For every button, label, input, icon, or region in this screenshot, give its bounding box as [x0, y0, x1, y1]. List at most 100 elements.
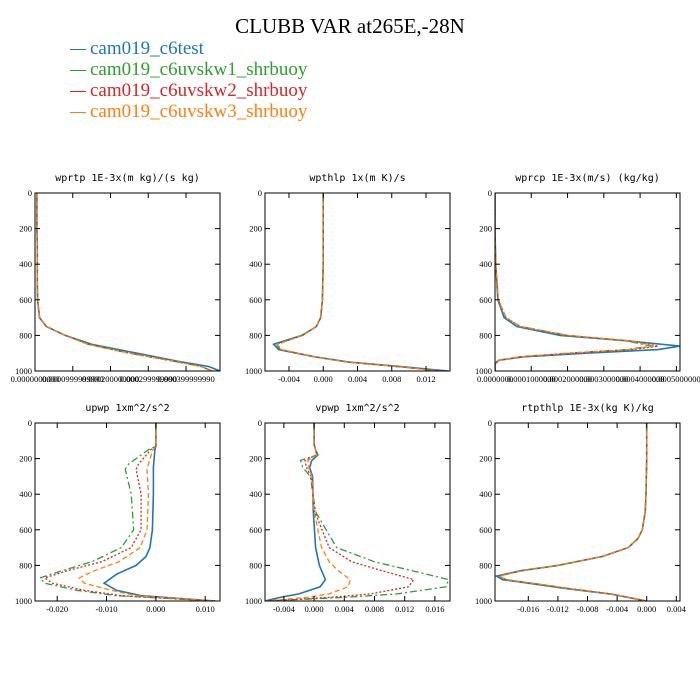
legend-swatch: [70, 49, 86, 51]
series-line-1: [495, 193, 680, 371]
y-tick-label: 0: [488, 418, 492, 428]
x-tick-label: 0.004: [348, 374, 368, 384]
x-tick-label: 0.004: [335, 604, 355, 614]
plot-frame: [34, 192, 221, 372]
x-tick-label: -0.012: [547, 604, 569, 614]
x-tick-label: 0.0000999999990: [42, 374, 104, 384]
y-tick-label: 200: [249, 224, 262, 234]
y-tick-label: 1000: [15, 366, 32, 376]
y-tick-label: 200: [479, 224, 492, 234]
series-line-3: [36, 193, 213, 371]
x-tick-label: -0.004: [278, 374, 301, 384]
y-tick-label: 800: [479, 330, 492, 340]
y-tick-label: 600: [249, 525, 262, 535]
x-tick-label: 0.000: [146, 604, 165, 614]
legend: cam019_c6test cam019_c6uvskw1_shrbuoy ca…: [70, 38, 307, 122]
y-tick-label: 0: [258, 188, 262, 198]
legend-swatch: [70, 91, 86, 93]
y-tick-label: 1000: [15, 596, 32, 606]
panel-title: upwp 1xm^2/s^2: [85, 403, 169, 414]
y-tick-label: 200: [249, 454, 262, 464]
series-line-4: [275, 193, 442, 371]
series-line-1: [272, 193, 449, 371]
y-tick-label: 400: [479, 489, 492, 499]
x-tick-label: 0.0005000000: [652, 374, 700, 384]
series-line-3: [496, 423, 648, 601]
y-tick-label: 200: [19, 224, 32, 234]
legend-label: cam019_c6uvskw1_shrbuoy: [90, 59, 308, 80]
y-tick-label: 600: [19, 295, 32, 305]
y-tick-label: 0: [28, 418, 32, 428]
panel-title: vpwp 1xm^2/s^2: [315, 403, 399, 414]
x-tick-label: 0.010: [196, 604, 215, 614]
legend-entry-uvskw1: cam019_c6uvskw1_shrbuoy: [70, 59, 307, 80]
y-tick-label: 400: [19, 259, 32, 269]
y-tick-label: 400: [249, 259, 262, 269]
series-line-3: [495, 193, 659, 371]
plot-frame: [264, 192, 451, 372]
x-tick-label: 0.0002000000: [543, 374, 592, 384]
series-line-1: [495, 423, 648, 601]
y-tick-label: 600: [479, 525, 492, 535]
y-tick-label: 600: [19, 525, 32, 535]
x-tick-label: 0.016: [425, 604, 444, 614]
series-line-3: [275, 193, 442, 371]
series-line-2: [496, 423, 648, 601]
y-tick-label: 0: [488, 188, 492, 198]
y-tick-label: 0: [28, 188, 32, 198]
x-tick-label: 0.008: [382, 374, 401, 384]
panel-2: wpthlp 1x(m K)/s 0 200 400 600 800 1000 -0.004 0…: [245, 173, 451, 384]
series-line-2: [38, 423, 216, 601]
x-tick-label: 0.012: [395, 604, 414, 614]
plot-frame: [494, 192, 681, 372]
legend-swatch: [70, 70, 86, 72]
x-tick-label: 0.004: [667, 604, 687, 614]
x-tick-label: -0.004: [273, 604, 296, 614]
x-tick-label: 0.012: [416, 374, 435, 384]
y-tick-label: 800: [479, 560, 492, 570]
series-line-4: [495, 193, 655, 371]
y-tick-label: 1000: [475, 596, 492, 606]
y-tick-label: 600: [479, 295, 492, 305]
x-tick-label: 0.000399999990: [157, 374, 214, 384]
figure-title: CLUBB VAR at265E,-28N: [235, 14, 465, 38]
y-tick-label: 1000: [245, 366, 262, 376]
x-tick-label: 0.000299999990: [120, 374, 177, 384]
panel-1: wprtp 1E-3x(m kg)/(s kg) 0 200 400 600 800 100…: [11, 173, 221, 384]
y-tick-label: 400: [249, 489, 262, 499]
legend-swatch: [70, 112, 86, 114]
series-line-4: [78, 423, 216, 601]
y-tick-label: 800: [19, 330, 32, 340]
x-tick-label: 0.0000000000: [11, 374, 60, 384]
x-tick-label: 0.000: [314, 374, 333, 384]
series-line-1: [102, 423, 216, 601]
plot-frame: [264, 422, 451, 602]
series-line-1: [36, 193, 220, 371]
y-tick-label: 400: [479, 259, 492, 269]
x-tick-label: 0.000: [637, 604, 656, 614]
panel-title: rtpthlp 1E-3x(kg K)/kg: [521, 403, 653, 414]
y-tick-label: 1000: [475, 366, 492, 376]
x-tick-label: 0.008: [365, 604, 384, 614]
series-line-3: [43, 423, 216, 601]
x-tick-label: -0.016: [517, 604, 539, 614]
x-tick-label: -0.010: [96, 604, 118, 614]
panel-4: upwp 1xm^2/s^2 0 200 400 600 800 1000 -0.020 -0.…: [15, 403, 221, 614]
legend-label: cam019_c6uvskw3_shrbuoy: [90, 101, 308, 122]
legend-entry-c6test: cam019_c6test: [70, 38, 307, 59]
x-tick-label: -0.008: [577, 604, 599, 614]
series-line-2: [265, 423, 450, 601]
x-tick-label: 0.0001000000: [507, 374, 556, 384]
panel-6: rtpthlp 1E-3x(kg K)/kg 0 200 400 600 800 1000 -…: [475, 403, 687, 614]
series-line-4: [496, 423, 648, 601]
series-line-2: [495, 193, 652, 371]
y-tick-label: 200: [479, 454, 492, 464]
panel-5: vpwp 1xm^2/s^2 0 200 400 600 800 1000 -0.004 0.0…: [245, 403, 451, 614]
x-tick-label: 0.000200000000: [82, 374, 139, 384]
x-tick-label: 0.0003000000: [579, 374, 628, 384]
y-tick-label: 800: [19, 560, 32, 570]
series-line-4: [265, 423, 352, 601]
series-line-4: [36, 193, 213, 371]
plot-frame: [494, 422, 681, 602]
